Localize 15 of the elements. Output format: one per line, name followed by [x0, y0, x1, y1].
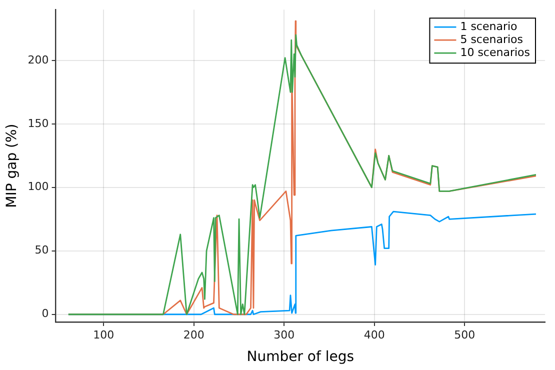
x-tick-label: 100 [93, 328, 114, 342]
y-tick-label: 100 [28, 180, 49, 194]
y-tick-label: 50 [34, 244, 49, 257]
x-tick-label: 200 [183, 328, 204, 342]
x-tick-label: 300 [274, 328, 295, 342]
x-tick-label: 500 [454, 328, 476, 342]
y-tick-label: 0 [42, 307, 49, 320]
x-axis-title: Number of legs [246, 349, 354, 366]
legend-label: 10 scenarios [460, 46, 530, 59]
y-axis-title: MIP gap (%) [4, 124, 20, 208]
y-tick-label: 150 [28, 116, 49, 130]
x-tick-label: 400 [364, 328, 385, 342]
legend-label: 5 scenarios [460, 32, 524, 46]
y-tick-label: 200 [28, 53, 49, 66]
legend-label: 1 scenario [460, 20, 518, 33]
